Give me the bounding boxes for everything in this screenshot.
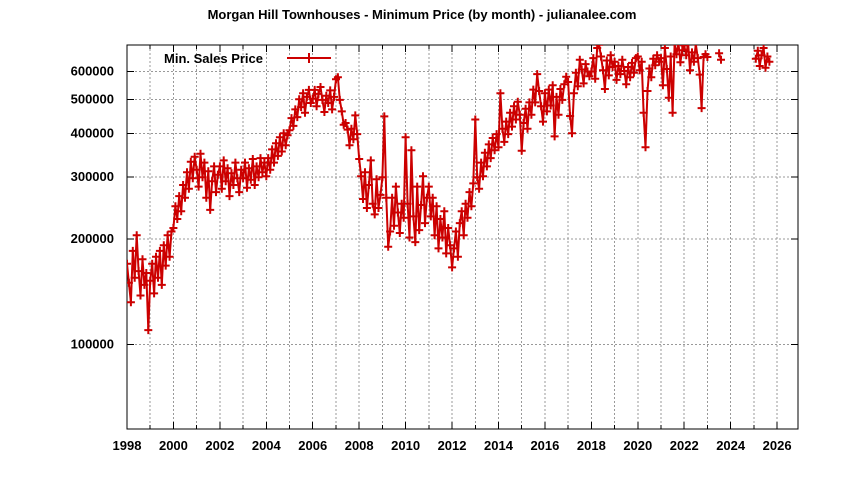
y-tick-label: 200000 <box>71 231 114 246</box>
x-tick-label: 2012 <box>438 438 467 453</box>
plus-marker-icon <box>308 53 310 63</box>
y-tick-label: 600000 <box>71 64 114 79</box>
x-tick-label: 2024 <box>716 438 746 453</box>
y-tick-label: 500000 <box>71 91 114 106</box>
data-point-markers <box>127 45 774 335</box>
x-tick-label: 1998 <box>113 438 142 453</box>
plot-border <box>126 44 799 430</box>
y-tick-label: 300000 <box>71 169 114 184</box>
series-line <box>127 45 771 331</box>
y-tick-label: 100000 <box>71 337 114 352</box>
legend-line-sample <box>287 53 331 63</box>
chart-title: Morgan Hill Townhouses - Minimum Price (… <box>207 7 637 22</box>
x-tick-label: 2026 <box>763 438 792 453</box>
y-tick-label: 400000 <box>71 125 114 140</box>
x-tick-label: 2022 <box>670 438 699 453</box>
x-tick-label: 2006 <box>298 438 327 453</box>
series-group <box>127 45 774 335</box>
x-tick-label: 2020 <box>623 438 652 453</box>
x-tick-label: 2008 <box>345 438 374 453</box>
x-tick-label: 2004 <box>252 438 282 453</box>
x-tick-label: 2016 <box>530 438 559 453</box>
legend-label: Min. Sales Price <box>164 51 263 66</box>
x-tick-label: 2002 <box>205 438 234 453</box>
x-tick-label: 2018 <box>577 438 606 453</box>
x-tick-label: 2010 <box>391 438 420 453</box>
x-tick-label: 2014 <box>484 438 514 453</box>
x-tick-label: 2000 <box>159 438 188 453</box>
